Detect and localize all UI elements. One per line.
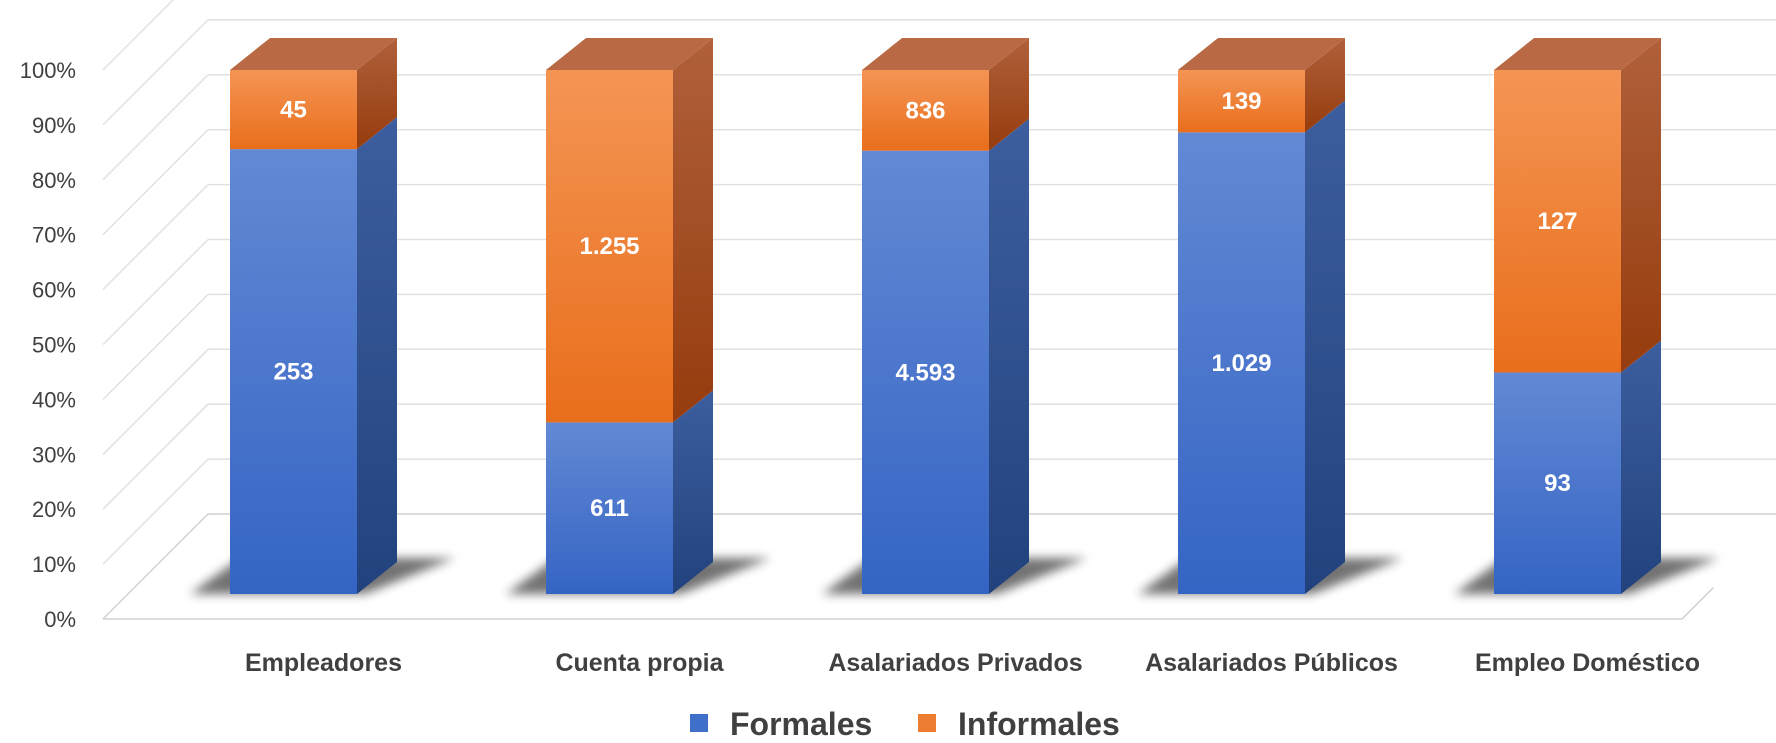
- data-label: 45: [280, 97, 307, 124]
- bar-group: 1.029 139: [1138, 38, 1403, 594]
- data-label: 1.029: [1211, 350, 1271, 377]
- x-category-label: Asalariados Privados: [828, 649, 1082, 677]
- bar-segment-formales: 4.593: [862, 118, 1029, 594]
- y-tick-label: 0%: [44, 607, 76, 632]
- y-tick-label: 30%: [32, 442, 76, 467]
- bar-segment-formales: 93: [1494, 340, 1661, 594]
- gridline: [102, 19, 1776, 126]
- bar-segment-informales: 139: [1178, 38, 1345, 133]
- y-tick-label: 60%: [32, 278, 76, 303]
- legend-item: Formales: [690, 706, 872, 742]
- legend-swatch: [690, 714, 708, 732]
- bar-segment-formales: 611: [546, 390, 713, 594]
- data-label: 127: [1537, 208, 1577, 235]
- x-category-label: Empleo Doméstico: [1475, 649, 1700, 677]
- y-tick-label: 70%: [32, 223, 76, 248]
- data-label: 93: [1544, 470, 1571, 497]
- data-label: 836: [905, 97, 945, 124]
- bar-segment-formales: 253: [230, 117, 397, 595]
- bar-segment-informales: 127: [1494, 38, 1661, 373]
- data-label: 4.593: [895, 359, 955, 386]
- data-label: 139: [1221, 88, 1261, 115]
- x-category-label: Asalariados Públicos: [1145, 649, 1398, 677]
- y-tick-label: 40%: [32, 387, 76, 412]
- y-tick-label: 100%: [20, 58, 76, 83]
- data-label: 1.255: [579, 233, 639, 260]
- legend: Formales Informales: [690, 706, 1120, 742]
- bars: 253 45 611 1.255 4.593 836 1.029 139 93 127: [190, 38, 1719, 595]
- x-category-label: Cuenta propia: [555, 649, 724, 677]
- x-category-label: Empleadores: [245, 649, 402, 677]
- y-axis-ticks: 0% 10% 20% 30% 40% 50% 60% 70% 80% 90% 100%: [20, 58, 76, 632]
- legend-swatch: [918, 714, 936, 732]
- y-tick-label: 50%: [32, 333, 76, 358]
- data-label: 611: [590, 495, 629, 522]
- bar-segment-formales: 1.029: [1178, 100, 1345, 594]
- legend-label: Formales: [730, 706, 872, 742]
- bar-group: 611 1.255: [506, 38, 771, 594]
- bar-segment-informales: 836: [862, 38, 1029, 151]
- legend-item: Informales: [918, 706, 1120, 742]
- y-tick-label: 20%: [32, 497, 76, 522]
- bar-group: 4.593 836: [822, 38, 1087, 594]
- data-label: 253: [273, 359, 313, 386]
- y-tick-label: 90%: [32, 113, 76, 138]
- legend-label: Informales: [958, 706, 1120, 742]
- bar-group: 93 127: [1454, 38, 1719, 594]
- y-tick-label: 80%: [32, 168, 76, 193]
- bar-segment-informales: 1.255: [546, 38, 713, 423]
- x-axis-categories: Empleadores Cuenta propia Asalariados Priv…: [245, 649, 1700, 677]
- gridline: [102, 0, 175, 71]
- y-tick-label: 10%: [32, 552, 76, 577]
- bar-segment-informales: 45: [230, 38, 397, 150]
- bar-group: 253 45: [190, 38, 455, 595]
